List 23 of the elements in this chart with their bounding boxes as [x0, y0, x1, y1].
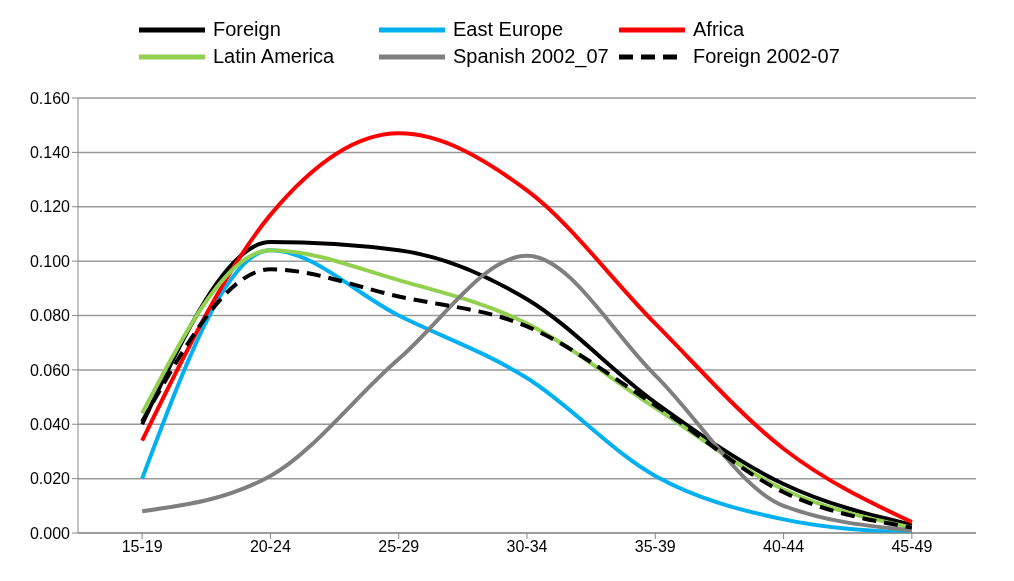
x-tick-label: 30-34 — [506, 538, 548, 556]
y-tick-label: 0.040 — [29, 415, 71, 433]
x-tick-label: 20-24 — [249, 538, 291, 556]
x-tick-label: 15-19 — [121, 538, 163, 556]
y-tick-label: 0.120 — [29, 198, 71, 216]
x-tick-label: 35-39 — [634, 538, 676, 556]
legend-label: Spanish 2002_07 — [453, 45, 609, 68]
legend-label: Foreign — [213, 18, 281, 41]
legend-label: Foreign 2002-07 — [693, 45, 840, 68]
legend-label: Africa — [693, 18, 745, 41]
y-tick-label: 0.140 — [29, 144, 71, 162]
x-tick-label: 45-49 — [891, 538, 933, 556]
legend-label: East Europe — [453, 18, 564, 41]
x-tick-label: 25-29 — [378, 538, 420, 556]
y-tick-label: 0.060 — [29, 361, 71, 379]
y-tick-label: 0.160 — [29, 89, 71, 107]
y-tick-label: 0.020 — [29, 470, 71, 488]
legend-label: Latin America — [213, 45, 335, 68]
y-tick-label: 0.100 — [29, 252, 71, 270]
y-tick-label: 0.080 — [29, 307, 71, 325]
x-tick-label: 40-44 — [763, 538, 805, 556]
line-series — [140, 131, 914, 525]
y-tick-label: 0.000 — [29, 524, 71, 542]
